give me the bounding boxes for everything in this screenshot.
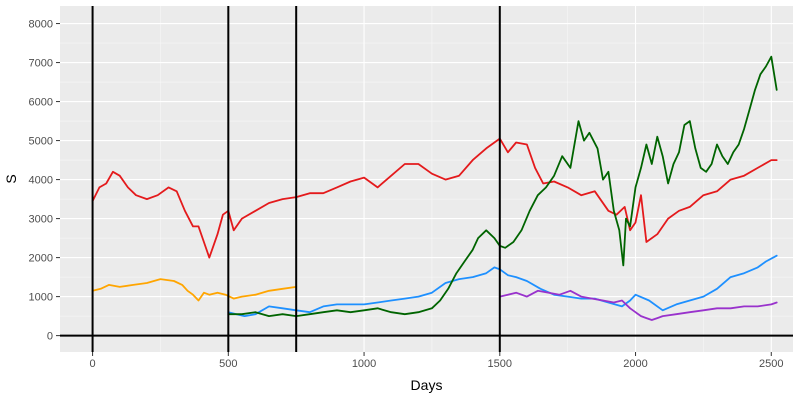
x-axis-title: Days (411, 377, 443, 393)
x-tick-label: 2500 (759, 358, 783, 370)
reference-lines (60, 6, 793, 352)
y-axis-ticks: 0 1000 2000 3000 4000 5000 6000 7000 8000 (29, 19, 60, 343)
y-tick-label: 3000 (29, 214, 53, 226)
x-tick-label: 2000 (623, 358, 647, 370)
series-line-4 (227, 55, 778, 317)
x-tick-label: 0 (90, 358, 96, 370)
y-tick-label: 6000 (29, 97, 53, 109)
series-line-2 (91, 278, 298, 302)
series-layer (91, 55, 778, 321)
y-tick-label: 1000 (29, 292, 53, 304)
series-line-3 (227, 254, 778, 317)
plot-panel (60, 6, 793, 352)
y-tick-label: 5000 (29, 136, 53, 148)
y-tick-label: 0 (47, 331, 53, 343)
y-tick-label: 2000 (29, 253, 53, 265)
minor-gridlines (60, 6, 793, 352)
series-line-5 (498, 289, 778, 321)
y-tick-label: 7000 (29, 58, 53, 70)
x-tick-label: 1500 (488, 358, 512, 370)
x-tick-label: 500 (219, 358, 237, 370)
y-tick-label: 8000 (29, 19, 53, 31)
x-tick-label: 1000 (352, 358, 376, 370)
x-axis-ticks: 0 500 1000 1500 2000 2500 (90, 352, 784, 370)
y-axis-title: S (3, 174, 19, 183)
y-tick-label: 4000 (29, 175, 53, 187)
series-line-1 (91, 137, 778, 259)
